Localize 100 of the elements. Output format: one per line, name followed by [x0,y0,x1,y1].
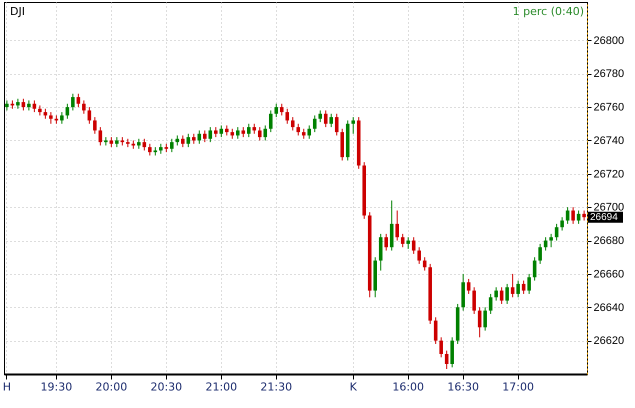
candlestick [246,123,251,138]
candlestick [268,110,273,133]
candlestick [378,233,382,272]
candlestick [142,138,146,151]
candlestick [505,283,509,304]
candlestick [302,128,306,140]
candlestick [494,286,498,302]
candlestick [274,103,278,118]
candlestick [544,236,548,252]
candlestick [324,110,328,128]
x-tick-label: 21:30 [260,380,292,394]
y-tick-label: 26640 [594,302,624,314]
x-tick-label: 19:30 [40,380,72,394]
candlestick [483,306,487,332]
candlestick [329,113,334,128]
candlestick [192,133,196,144]
candlestick [214,126,218,138]
candlestick [285,108,290,124]
candlestick [88,106,92,124]
candlestick [22,98,26,111]
candlestick [318,110,322,123]
candlestick [230,128,234,140]
x-tick-label: H [2,380,12,394]
candlestick [412,236,416,254]
chart-title: DJI [10,5,25,18]
candlestick [400,233,404,248]
candlestick [76,93,80,108]
y-tick-label: 26760 [594,102,624,114]
candlestick [159,143,163,154]
candlestick [549,233,553,248]
annotation: 26694 [590,212,618,224]
candlestick [170,138,174,153]
candlestick [32,100,36,113]
candlestick [263,124,268,141]
y-tick-label: 26720 [594,168,624,180]
candlestick [576,210,580,224]
candlestick [258,126,262,141]
candlestick [82,100,86,114]
candlestick [466,278,470,294]
y-tick-label: 26660 [594,268,624,280]
candlestick [241,126,246,138]
candlestick [307,124,312,140]
candlestick [527,273,531,294]
candlestick [390,200,394,252]
candlestick [71,93,75,111]
candlestick [60,112,64,124]
x-tick-label: 20:00 [95,380,128,394]
candlestick [571,206,575,224]
candlestick [203,130,207,143]
candlestick [137,138,141,150]
candlestick [395,210,399,242]
candlestick [472,286,476,314]
candlestick [252,123,256,134]
candlestick [312,114,317,133]
candlestick [98,126,102,146]
candlestick [522,280,526,294]
candlestick [198,130,202,144]
x-tick-label: 16:30 [447,380,480,394]
candlestick [280,103,284,116]
x-tick-label: 17:00 [502,380,534,394]
candlestick [554,223,558,242]
candlestick [181,134,185,148]
candlestick [16,98,20,110]
candlestick [538,243,542,264]
candlestick [115,136,119,148]
candlestick [384,233,388,252]
x-tick-label: 21:00 [205,380,238,394]
candlestick [417,246,421,264]
candlestick [93,116,97,134]
candlestick [478,306,482,338]
candlestick [351,116,356,134]
candlestick [296,123,300,136]
x-tick-label: 16:00 [392,380,424,394]
y-tick-label: 26780 [594,68,624,80]
candlestick [560,216,564,232]
x-tick-label: K [350,380,358,394]
candlestick [434,316,438,344]
candlestick [532,256,536,282]
annotation: 1 perc (0:40) [512,5,584,18]
candlestick [500,286,504,304]
candlestick [49,112,53,124]
candlestick [290,116,295,131]
candlestick [66,103,70,120]
y-tick-label: 26620 [594,335,624,348]
candlestick [208,126,212,143]
candlestick [510,273,514,298]
candlestick [220,124,224,138]
candlestick [236,126,240,140]
candlestick [148,143,152,156]
candlestick [334,113,339,136]
candlestick [422,256,426,272]
candlestick [444,350,448,370]
candlestick [110,136,114,148]
x-tick-label: 20:30 [150,380,182,394]
candlestick [488,293,492,314]
candlestick [439,336,443,358]
y-tick-label: 26700 [594,202,624,214]
candlestick [516,280,520,298]
candlestick [186,133,190,148]
candlestick [44,108,48,120]
